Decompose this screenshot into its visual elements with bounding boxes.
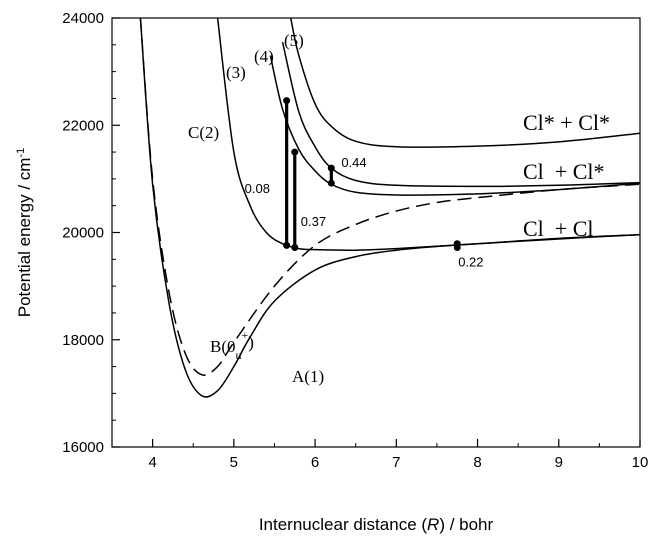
transition-value-label: 0.44 (341, 155, 366, 170)
curve-label-C: C(2) (188, 123, 219, 142)
curve-label-A: A(1) (292, 367, 324, 386)
transition-markers: 0.08 0.37 0.44 0.22 (245, 97, 484, 270)
transition-point (283, 97, 291, 105)
x-tick-label: 6 (311, 454, 319, 471)
x-tick-label: 8 (473, 454, 481, 471)
y-tick-label: 22000 (62, 117, 104, 134)
transition-point (291, 244, 299, 252)
plot-frame (111, 17, 641, 448)
limit-label-cl-star-cl-star: Cl* + Cl* (523, 110, 610, 135)
transition-point (327, 164, 335, 172)
y-tick-label: 20000 (62, 225, 104, 242)
x-tick-label: 5 (230, 454, 238, 471)
curve-3 (269, 55, 640, 196)
axis-ticks: 4 5 6 7 8 9 10 16000 18000 20000 22000 24000 (62, 10, 648, 471)
curve-4 (281, 41, 640, 188)
curve-B (139, 18, 640, 376)
curve-label-B: B(0u+) (210, 328, 254, 362)
y-tick-label: 24000 (62, 10, 104, 27)
limit-label-cl-cl: Cl + Cl (523, 216, 593, 241)
transition-point (327, 179, 335, 187)
x-tick-label: 9 (555, 454, 563, 471)
transition-point (283, 241, 291, 249)
transition-value-label: 0.37 (301, 214, 326, 229)
transition-point (453, 240, 461, 248)
curve-label-3: (3) (226, 63, 246, 82)
x-axis-label: Internuclear distance (R) / bohr (259, 515, 494, 534)
transition-point (291, 148, 299, 156)
curve-label-5: (5) (284, 31, 304, 50)
x-tick-label: 4 (148, 454, 156, 471)
curve-5 (289, 18, 640, 148)
curve-label-4: (4) (254, 47, 274, 66)
x-tick-label: 10 (632, 454, 649, 471)
transition-value-label: 0.22 (458, 255, 483, 270)
curve-C (216, 18, 640, 251)
y-tick-label: 18000 (62, 332, 104, 349)
x-tick-label: 7 (392, 454, 400, 471)
y-axis-label: Potential energy / cm-1 (15, 148, 34, 317)
limit-label-cl-cl-star: Cl + Cl* (523, 159, 604, 184)
potential-curves (139, 18, 640, 398)
y-tick-label: 16000 (62, 439, 104, 456)
transition-value-label: 0.08 (245, 181, 270, 196)
